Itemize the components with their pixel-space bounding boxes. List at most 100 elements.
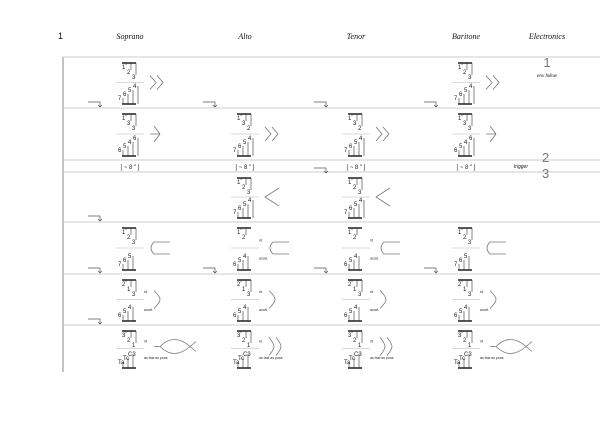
entry-arrow-icon [314,267,329,274]
cell-soprano-row-5 [88,227,170,274]
lower-number: Ta [454,360,461,366]
lower-number: Ta [233,360,240,366]
upper-number: 3 [132,292,136,298]
lower-number: 5 [459,309,463,315]
tempo-mark-upper: rit. [259,290,263,294]
tempo-mark-upper: rit. [370,290,374,294]
upper-number: 1 [353,287,357,293]
duration-label: [ ~ 8 " ] [457,165,476,171]
lower-number: Tc [238,356,244,362]
lower-number: 7 [118,262,122,268]
entry-arrow-icon [424,101,439,108]
double-decresc-hairpin-icon [264,126,272,142]
upper-number: 3 [242,121,246,127]
upper-number: 2 [237,282,241,288]
upper-number: 3 [247,190,251,196]
tempo-mark-upper: rit. [144,290,148,294]
tempo-mark-lower: accel. [259,257,268,261]
tempo-mark-lower: accel. [370,257,379,261]
cell-baritone-row-1 [424,62,500,108]
brace-hairpin-icon [268,290,276,309]
upper-number: 2 [242,235,246,241]
lower-number: 7 [118,96,122,102]
lower-number: 4 [128,140,132,146]
entry-arrow-icon [88,215,103,222]
cell-tenor-row-5 [314,227,400,274]
double-decresc-hairpin-icon [382,126,390,142]
double-decresc-hairpin-icon [271,126,279,142]
header-electronics: Electronics [528,32,566,41]
electronics-cue-2: 2 [542,150,549,165]
lower-number: 4 [359,136,363,142]
lower-number: 6 [233,313,237,319]
header-tenor: Tenor [346,32,366,41]
upper-number: 3 [122,333,126,339]
lower-number: C3 [354,352,362,358]
lower-number: 6 [133,136,137,142]
upper-number: 1 [127,287,131,293]
cell-soprano-row-1 [88,62,164,108]
cell-alto-row-6 [231,279,276,322]
upper-number: 3 [468,240,472,246]
upper-number: 2 [247,126,251,132]
entry-arrow-icon [88,267,103,274]
lower-number: 5 [464,254,468,260]
cell-tenor-row-7 [342,330,393,369]
upper-number: 2 [353,235,357,241]
cell-baritone-row-2 [452,113,497,157]
upper-number: 3 [468,75,472,81]
upper-number: 1 [247,343,251,349]
loop-hairpin-icon [150,241,170,255]
cell-alto-row-1 [203,101,218,108]
upper-number: 3 [132,126,136,132]
upper-number: 2 [463,70,467,76]
lower-number: 7 [344,148,348,154]
cresc-hairpin-icon [264,187,280,207]
upper-number: 1 [122,65,126,71]
lower-number: 5 [123,309,127,315]
loop-hairpin-icon [380,241,400,255]
entry-arrow-icon [314,167,329,174]
system-number: 1 [58,31,64,41]
upper-number: 2 [358,126,362,132]
lower-number: 6 [459,92,463,98]
lower-number: 5 [243,202,247,208]
single-decresc-hairpin-icon [486,125,497,143]
tempo-mark-lower: accel. [259,308,268,312]
tempo-mark-lower: accel. [370,308,379,312]
upper-number: 3 [463,121,467,127]
cresc-hairpin-icon [375,187,391,207]
electronics-cue-1: 1 [543,55,550,70]
lens-hairpin-icon [154,339,197,354]
lower-number: 7 [454,96,458,102]
lower-number: 5 [459,144,463,150]
lower-number: 7 [233,148,237,154]
upper-number: 1 [458,116,462,122]
lower-number: 4 [248,136,252,142]
brace-hairpin-icon [489,290,497,309]
lower-number: 4 [469,84,473,90]
lower-number: 5 [128,254,132,260]
upper-number: 2 [458,282,462,288]
cell-alto-row-2 [231,113,279,157]
cell-tenor-row-2 [342,113,390,157]
entry-arrow-icon [88,101,103,108]
lower-number: 6 [118,313,122,319]
lower-number: Tc [349,356,355,362]
upper-number: 2 [242,338,246,344]
cell-baritone-row-6 [452,279,497,322]
tempo-mark-lower: as fast as poss. [144,356,168,360]
upper-number: 1 [468,343,472,349]
upper-number: 1 [458,65,462,71]
double-decresc-hairpin-icon [492,75,500,90]
upper-number: 3 [458,333,462,339]
lower-number: 6 [344,313,348,319]
lower-number: 6 [344,262,348,268]
brace-hairpin-icon [153,290,161,309]
lower-number: 6 [238,144,242,150]
upper-number: 3 [127,121,131,127]
lower-number: 6 [123,258,127,264]
upper-number: 3 [247,292,251,298]
lower-number: 6 [349,206,353,212]
